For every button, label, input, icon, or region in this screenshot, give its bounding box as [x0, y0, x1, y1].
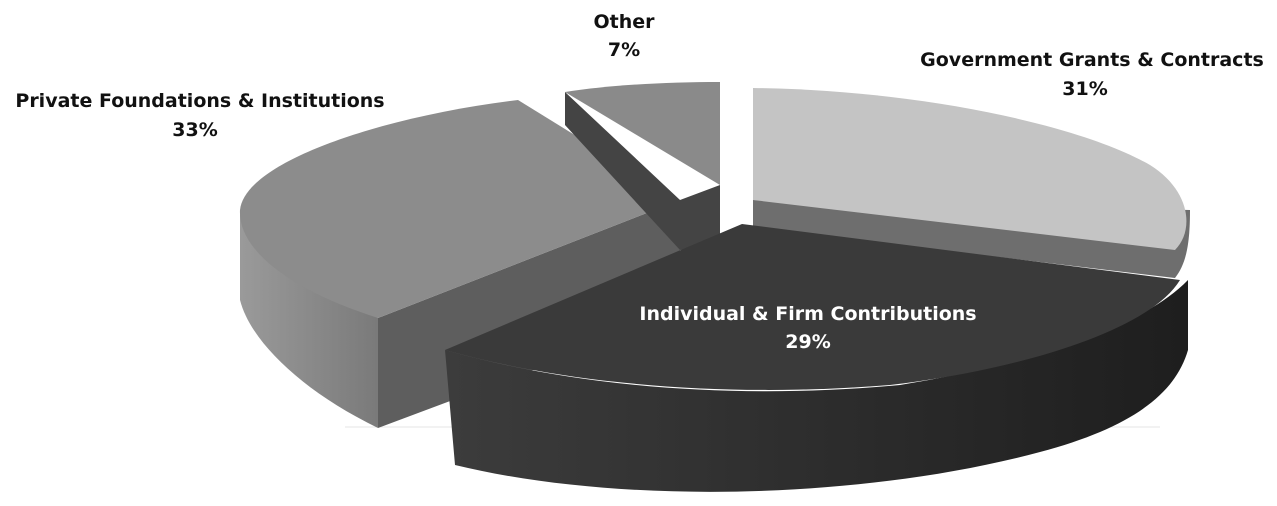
label-individual-value: 29%	[785, 331, 830, 353]
label-individual-name: Individual & Firm Contributions	[639, 303, 976, 325]
label-other-value: 7%	[608, 39, 640, 61]
label-government-value: 31%	[1062, 78, 1107, 100]
label-government-name: Government Grants & Contracts	[920, 49, 1264, 71]
slice-side	[445, 280, 1188, 492]
pie-slice-individual-contributions	[445, 224, 1188, 492]
slice-top	[565, 82, 720, 185]
slice-top	[445, 224, 1180, 390]
slice-side	[565, 92, 720, 250]
label-private-name: Private Foundations & Institutions	[15, 90, 384, 112]
slice-top	[753, 88, 1187, 250]
pie-slice-other	[565, 82, 720, 250]
slice-top	[239, 100, 680, 318]
label-other-name: Other	[593, 11, 655, 33]
pie-slice-government-grants	[753, 88, 1190, 278]
label-private-value: 33%	[172, 119, 217, 141]
